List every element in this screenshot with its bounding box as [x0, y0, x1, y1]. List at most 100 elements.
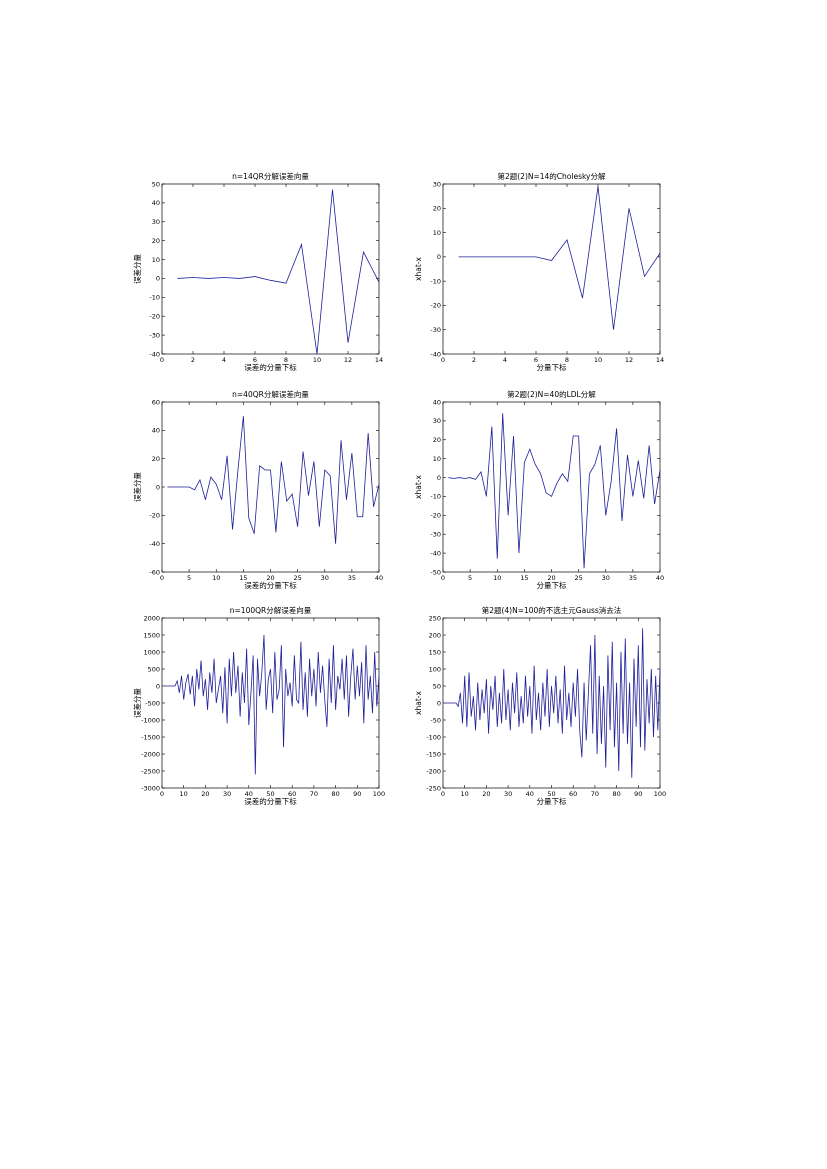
x-tick-label: 0: [160, 574, 164, 582]
y-tick-label: 50: [152, 180, 160, 188]
y-tick-label: -50: [430, 716, 441, 724]
x-tick-label: 0: [441, 790, 445, 798]
x-tick-label: 80: [331, 790, 339, 798]
x-tick-label: 10: [313, 356, 321, 364]
chart-svg: n=40QR分解误差向量 0 5 10 15 20 25 30 35 40 -60 -40 -20 0 20…: [132, 389, 383, 590]
x-axis-label: 误差的分量下标: [244, 362, 297, 372]
y-tick-label: 0: [156, 682, 160, 690]
x-tick-label: 10: [212, 574, 220, 582]
x-tick-label: 10: [461, 790, 469, 798]
x-tick-label: 10: [493, 574, 501, 582]
chart-svg: 第2题(4)N=100的不选主元Gauss消去法 0 10 20 30 40 50 60 70 8…: [414, 605, 666, 806]
x-tick-label: 40: [526, 790, 534, 798]
x-axis-label: 分量下标: [537, 796, 567, 806]
x-tick-label: 0: [160, 356, 164, 364]
y-tick-label: -30: [430, 531, 441, 539]
plot-area: [442, 183, 661, 355]
plot-area: [161, 183, 380, 355]
x-tick-label: 70: [591, 790, 599, 798]
y-tick-label: -50: [430, 568, 441, 576]
y-tick-label: -20: [149, 512, 160, 520]
x-tick-label: 2: [472, 356, 476, 364]
y-tick-label: 50: [433, 682, 441, 690]
x-tick-label: 30: [321, 574, 329, 582]
y-tick-label: -250: [426, 784, 441, 792]
y-tick-label: -500: [145, 699, 160, 707]
y-tick-label: 2000: [143, 614, 160, 622]
x-tick-label: 25: [574, 574, 582, 582]
y-tick-label: -1000: [141, 716, 160, 724]
y-axis-label: xhat-x: [414, 475, 423, 499]
x-tick-label: 14: [656, 356, 664, 364]
x-axis-label: 分量下标: [537, 362, 567, 372]
y-tick-label: 0: [437, 253, 441, 261]
y-tick-label: -30: [430, 326, 441, 334]
chart-6: 第2题(4)N=100的不选主元Gauss消去法 0 10 20 30 40 50 60 70 8…: [403, 602, 673, 842]
x-tick-label: 20: [266, 574, 274, 582]
x-tick-label: 0: [160, 790, 164, 798]
x-tick-label: 12: [625, 356, 633, 364]
x-tick-label: 50: [547, 790, 555, 798]
x-tick-label: 70: [310, 790, 318, 798]
y-tick-label: -20: [430, 512, 441, 520]
y-axis-label: 误差分量: [132, 688, 142, 718]
y-axis-label: 误差分量: [132, 254, 142, 284]
y-tick-label: -2500: [141, 767, 160, 775]
y-tick-label: 10: [433, 229, 441, 237]
series-line: [177, 189, 380, 355]
plot-area: [442, 401, 661, 573]
x-tick-label: 20: [547, 574, 555, 582]
x-tick-label: 30: [504, 790, 512, 798]
x-tick-label: 30: [602, 574, 610, 582]
x-tick-label: 5: [468, 574, 472, 582]
x-tick-label: 15: [239, 574, 247, 582]
chart-5: n=100QR分解误差向量 0 10 20 30 40 50 60 70 80 90 100 -3000…: [122, 602, 392, 842]
plot-area: [442, 617, 661, 789]
x-tick-label: 100: [373, 790, 385, 798]
x-tick-label: 80: [612, 790, 620, 798]
plot-area: [161, 617, 380, 789]
y-tick-label: 30: [433, 417, 441, 425]
x-tick-label: 0: [441, 356, 445, 364]
plot-area: [161, 401, 380, 573]
chart-title: n=100QR分解误差向量: [230, 605, 312, 615]
y-tick-label: -200: [426, 767, 441, 775]
chart-title: n=14QR分解误差向量: [232, 171, 309, 181]
chart-title: 第2题(2)N=40的LDL分解: [507, 389, 596, 399]
x-tick-label: 4: [222, 356, 226, 364]
y-tick-label: 10: [152, 256, 160, 264]
x-tick-label: 5: [187, 574, 191, 582]
x-tick-label: 50: [266, 790, 274, 798]
x-axis-label: 误差的分量下标: [244, 796, 297, 806]
series-line: [445, 628, 661, 778]
y-tick-label: -1500: [141, 733, 160, 741]
chart-title: n=40QR分解误差向量: [232, 389, 309, 399]
chart-title: 第2题(2)N=14的Cholesky分解: [497, 171, 606, 181]
y-tick-label: -10: [430, 493, 441, 501]
y-tick-label: 10: [433, 455, 441, 463]
y-tick-label: 100: [429, 665, 441, 673]
x-tick-label: 100: [654, 790, 666, 798]
y-axis-label: 误差分量: [132, 472, 142, 502]
y-tick-label: 0: [156, 483, 160, 491]
chart-1: n=14QR分解误差向量 0 2 4 6 8 10 12 14 -40 -30 -20 -10 0 10 20…: [122, 168, 392, 408]
x-tick-label: 12: [344, 356, 352, 364]
x-axis-label: 分量下标: [537, 580, 567, 590]
y-tick-label: -40: [149, 350, 160, 358]
x-tick-label: 20: [482, 790, 490, 798]
series-line: [458, 186, 661, 330]
y-tick-label: -3000: [141, 784, 160, 792]
x-tick-label: 6: [253, 356, 257, 364]
y-tick-label: -40: [149, 540, 160, 548]
x-tick-label: 30: [223, 790, 231, 798]
y-tick-label: 20: [152, 455, 160, 463]
chart-svg: 第2题(2)N=40的LDL分解 0 5 10 15 20 25 30 35 40 -50 -40 -3…: [414, 389, 664, 590]
chart-3: n=40QR分解误差向量 0 5 10 15 20 25 30 35 40 -60 -40 -20 0 20…: [122, 386, 392, 626]
y-tick-label: 1500: [143, 631, 160, 639]
chart-svg: 第2题(2)N=14的Cholesky分解 0 2 4 6 8 10 12 14 -40 -30 -2…: [414, 171, 664, 372]
x-tick-label: 35: [348, 574, 356, 582]
y-tick-label: 20: [152, 237, 160, 245]
y-tick-label: 500: [148, 665, 160, 673]
y-tick-label: -10: [430, 277, 441, 285]
